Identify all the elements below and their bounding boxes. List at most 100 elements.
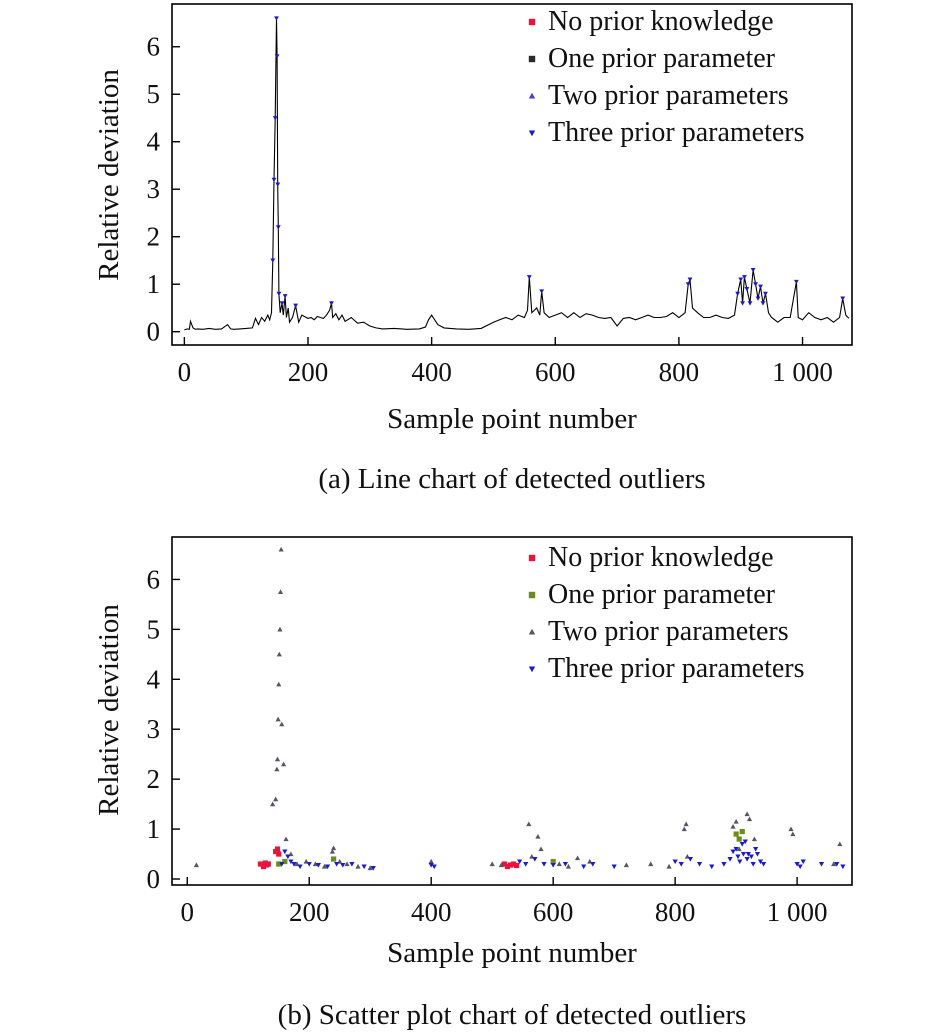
data-point <box>275 716 281 722</box>
x-tick-label: 200 <box>289 897 330 927</box>
data-point <box>611 864 617 870</box>
data-point <box>754 851 761 857</box>
legend-label: Three prior parameters <box>548 653 805 684</box>
data-point <box>278 546 284 552</box>
y-tick-label: 0 <box>147 864 161 894</box>
data-point <box>513 862 520 869</box>
data-layer <box>193 546 846 871</box>
y-tick-label: 4 <box>147 664 161 694</box>
data-point <box>550 858 556 865</box>
data-point <box>757 859 764 865</box>
data-point <box>526 821 532 827</box>
data-point <box>738 277 744 282</box>
data-point <box>361 864 367 870</box>
y-tick-label: 4 <box>147 127 161 157</box>
data-point <box>279 301 285 306</box>
caption: (b) Scatter plot chart of detected outli… <box>278 999 747 1031</box>
data-point <box>523 861 529 867</box>
data-point <box>735 854 741 860</box>
data-point <box>329 301 334 306</box>
x-tick-label: 800 <box>659 357 700 387</box>
data-point <box>306 861 312 867</box>
legend: No prior knowledge One prior parameter Two… <box>528 6 805 148</box>
data-point <box>274 756 281 762</box>
data-point <box>737 859 743 865</box>
data-point <box>281 761 287 767</box>
data-point <box>739 828 745 835</box>
data-point <box>740 851 747 857</box>
data-point <box>291 861 297 867</box>
data-point <box>541 861 547 867</box>
data-point <box>274 54 280 59</box>
data-point <box>793 279 799 285</box>
data-point <box>556 861 562 867</box>
data-point <box>276 651 282 657</box>
data-point <box>279 861 285 867</box>
data-point <box>334 861 340 867</box>
data-point <box>760 301 766 306</box>
y-axis: 0 1 2 3 4 5 6 <box>147 564 180 894</box>
data-point <box>498 862 504 868</box>
data-point <box>748 854 754 860</box>
data-point <box>431 864 437 870</box>
data-point <box>355 863 361 869</box>
data-point <box>747 301 753 306</box>
data-point <box>735 291 741 297</box>
data-point <box>685 282 691 287</box>
data-point <box>790 831 796 837</box>
legend-label: Three prior parameters <box>548 117 805 148</box>
data-point <box>265 861 271 867</box>
x-tick-label: 1 000 <box>767 897 828 927</box>
data-point <box>672 859 678 865</box>
data-point <box>831 861 837 867</box>
data-point <box>740 301 745 306</box>
data-point <box>275 182 281 187</box>
data-point <box>321 863 328 869</box>
y-tick-label: 3 <box>147 714 161 744</box>
y-tick-label: 6 <box>147 564 161 594</box>
data-point <box>788 826 794 832</box>
data-point <box>753 846 759 852</box>
data-point <box>581 864 587 870</box>
data-point <box>279 721 285 727</box>
data-point <box>678 861 684 867</box>
y-tick-label: 5 <box>147 614 161 644</box>
y-tick-label: 2 <box>147 222 161 252</box>
data-point <box>274 846 281 852</box>
data-point <box>709 864 715 870</box>
data-point <box>274 766 280 772</box>
data-point <box>834 861 840 867</box>
data-point <box>562 861 568 867</box>
data-point <box>276 291 282 297</box>
data-point <box>276 681 282 687</box>
data-point <box>750 268 756 273</box>
line-chart-panel: 0 1 2 3 4 5 6 0 200 400 600 800 1 000 No prior know… <box>93 3 853 495</box>
data-point <box>818 861 825 867</box>
data-point <box>837 841 843 847</box>
data-point <box>293 303 299 308</box>
data-point <box>666 863 672 869</box>
data-point <box>721 861 727 867</box>
legend-marker <box>528 554 536 562</box>
data-point <box>539 289 545 294</box>
data-point <box>532 856 538 862</box>
x-axis: 0 200 400 600 800 1 000 <box>178 337 833 387</box>
data-point <box>270 801 276 807</box>
data-point <box>733 818 739 824</box>
series-line <box>184 18 850 331</box>
data-point <box>277 589 284 595</box>
data-point <box>797 864 803 870</box>
legend-marker <box>528 666 536 673</box>
data-point <box>315 862 321 868</box>
data-point <box>535 833 541 839</box>
data-point <box>590 861 596 867</box>
data-point <box>282 294 288 299</box>
y-tick-label: 3 <box>147 174 161 204</box>
data-point <box>271 177 277 183</box>
x-axis: 0 200 400 600 800 1 000 <box>180 877 827 927</box>
data-point <box>331 856 337 862</box>
data-point <box>193 862 199 868</box>
y-axis-label: Relative deviation <box>93 604 125 816</box>
data-point <box>270 258 276 263</box>
